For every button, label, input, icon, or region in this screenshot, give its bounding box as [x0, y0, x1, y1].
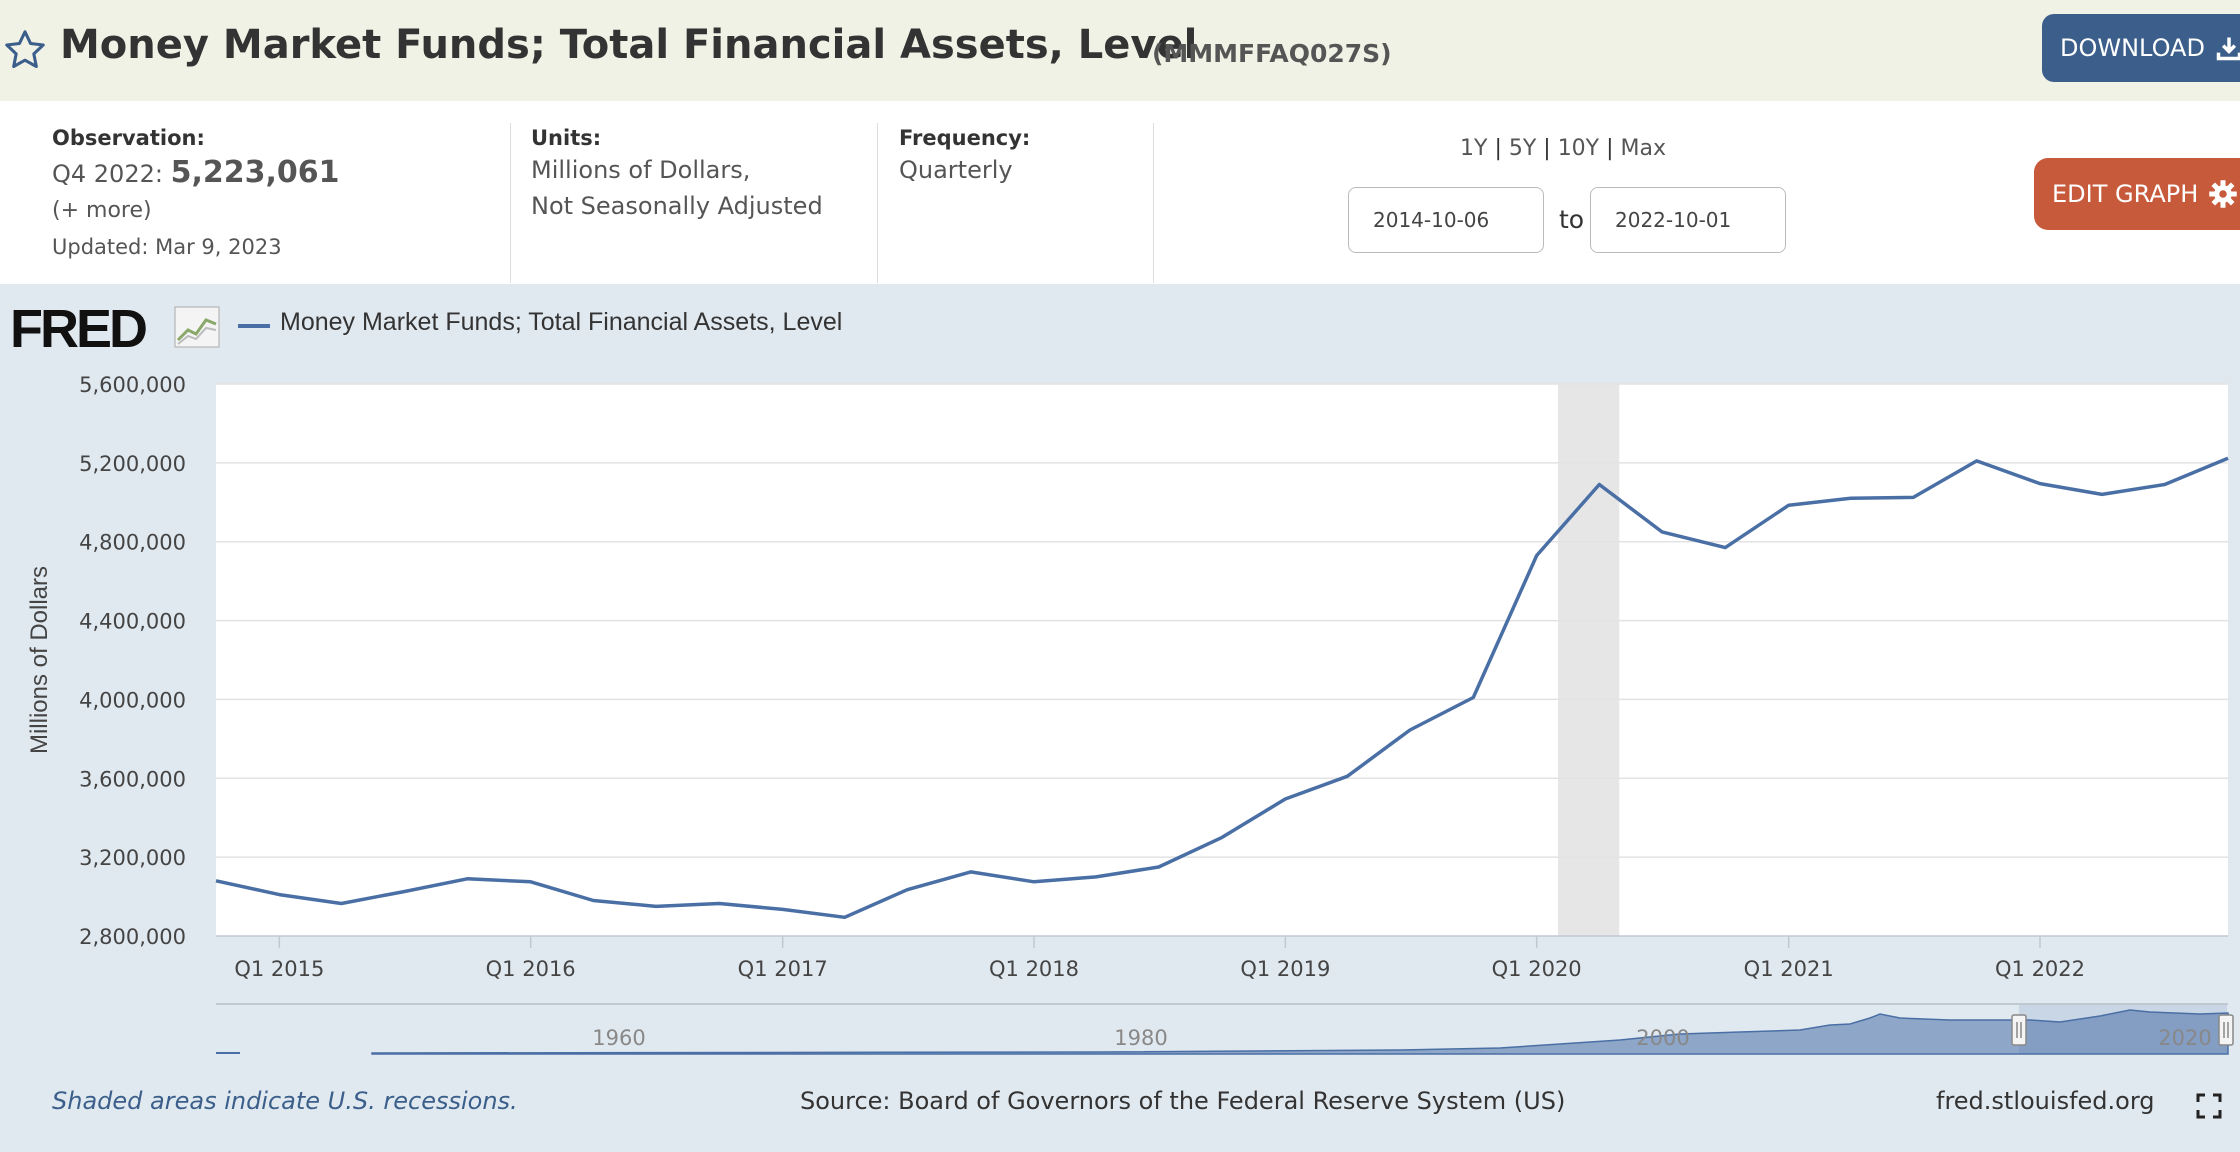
divider: [1153, 123, 1154, 283]
navigator-year-2000: 2000: [1636, 1026, 1689, 1050]
y-tick-label: 4,800,000: [79, 531, 186, 555]
y-tick-labels: 2,800,000 3,200,000 3,600,000 4,000,000 4,40…: [79, 373, 186, 949]
edit-graph-label: EDIT GRAPH: [2052, 180, 2199, 208]
page-title: Money Market Funds; Total Financial Asse…: [60, 22, 1198, 68]
navigator-year-1960: 1960: [592, 1026, 645, 1050]
x-tick-label: Q1 2017: [738, 957, 828, 981]
observation-row: Q4 2022: 5,223,061: [52, 155, 340, 192]
legend-swatch: [238, 324, 270, 328]
observation-value: 5,223,061: [170, 155, 340, 190]
y-axis-label: Millions of Dollars: [26, 566, 53, 754]
fullscreen-icon[interactable]: [2196, 1093, 2222, 1119]
units-line2: Not Seasonally Adjusted: [531, 192, 823, 220]
navigator-left-handle[interactable]: [2011, 1014, 2027, 1046]
more-link[interactable]: (+ more): [52, 198, 152, 223]
x-tick-labels: Q1 2015 Q1 2016 Q1 2017 Q1 2018 Q1 2019 Q1 20…: [234, 936, 2085, 981]
fred-logo: FRED: [10, 299, 148, 359]
divider: [877, 123, 878, 283]
units-line1: Millions of Dollars,: [531, 156, 751, 184]
recession-band: [1558, 384, 1620, 936]
x-tick-label: Q1 2022: [1995, 957, 2085, 981]
y-tick-label: 5,600,000: [79, 373, 186, 397]
updated-date: Updated: Mar 9, 2023: [52, 235, 282, 259]
x-tick-label: Q1 2019: [1240, 957, 1330, 981]
recession-shading-layer: [1558, 384, 1620, 936]
metadata-panel: Observation: Q4 2022: 5,223,061 (+ more)…: [0, 101, 2240, 284]
download-icon: [2216, 37, 2240, 61]
units-label: Units:: [531, 126, 602, 150]
series-line: [215, 456, 2229, 920]
observation-period: Q4 2022:: [52, 160, 163, 188]
frequency-value: Quarterly: [899, 156, 1013, 184]
y-tick-label: 3,600,000: [79, 767, 186, 791]
navigator-series-area: [371, 1009, 2229, 1055]
range-10y[interactable]: 10Y: [1557, 136, 1600, 161]
navigator-year-2020: 2020: [2158, 1026, 2211, 1050]
x-tick-label: Q1 2018: [989, 957, 1079, 981]
edit-graph-button[interactable]: EDIT GRAPH: [2034, 158, 2240, 230]
y-tick-label: 3,200,000: [79, 846, 186, 870]
source-text: Source: Board of Governors of the Federa…: [800, 1087, 1566, 1115]
range-navigator[interactable]: 1960 1980 2000 2020: [216, 1003, 2234, 1055]
download-label: DOWNLOAD: [2060, 34, 2205, 62]
range-max[interactable]: Max: [1620, 136, 1667, 161]
y-tick-label: 4,000,000: [79, 688, 186, 712]
series-id: (MMMFFAQ027S): [1152, 39, 1392, 68]
x-tick-label: Q1 2020: [1492, 957, 1582, 981]
x-tick-label: Q1 2015: [234, 957, 324, 981]
gear-icon: [2209, 180, 2237, 208]
end-date-input[interactable]: 2022-10-01: [1590, 187, 1786, 253]
fred-chart-logo-icon: [174, 306, 220, 348]
legend-entry: Money Market Funds; Total Financial Asse…: [280, 308, 843, 336]
y-tick-label: 5,200,000: [79, 452, 186, 476]
divider: [510, 123, 511, 283]
header-bar: Money Market Funds; Total Financial Asse…: [0, 0, 2240, 101]
site-link[interactable]: fred.stlouisfed.org: [1936, 1087, 2155, 1115]
recession-note: Shaded areas indicate U.S. recessions.: [52, 1087, 518, 1115]
y-tick-label: 2,800,000: [79, 925, 186, 949]
x-tick-label: Q1 2016: [486, 957, 576, 981]
start-date-input[interactable]: 2014-10-06: [1348, 187, 1544, 253]
observation-label: Observation:: [52, 126, 205, 150]
plot-area: [216, 384, 2228, 936]
gridlines: [216, 383, 2228, 937]
range-presets: 1Y | 5Y | 10Y | Max: [1460, 136, 1667, 161]
range-5y[interactable]: 5Y: [1508, 136, 1537, 161]
navigator-right-handle[interactable]: [2218, 1014, 2234, 1046]
y-tick-label: 4,400,000: [79, 610, 186, 634]
x-tick-label: Q1 2021: [1744, 957, 1834, 981]
download-button[interactable]: DOWNLOAD: [2042, 14, 2240, 82]
range-1y[interactable]: 1Y: [1460, 136, 1488, 161]
frequency-label: Frequency:: [899, 126, 1031, 150]
to-label: to: [1559, 205, 1585, 234]
navigator-year-1980: 1980: [1114, 1026, 1167, 1050]
line-chart: 2,800,000 3,200,000 3,600,000 4,000,000 4,40…: [26, 373, 2234, 1055]
star-icon[interactable]: [2, 27, 48, 73]
